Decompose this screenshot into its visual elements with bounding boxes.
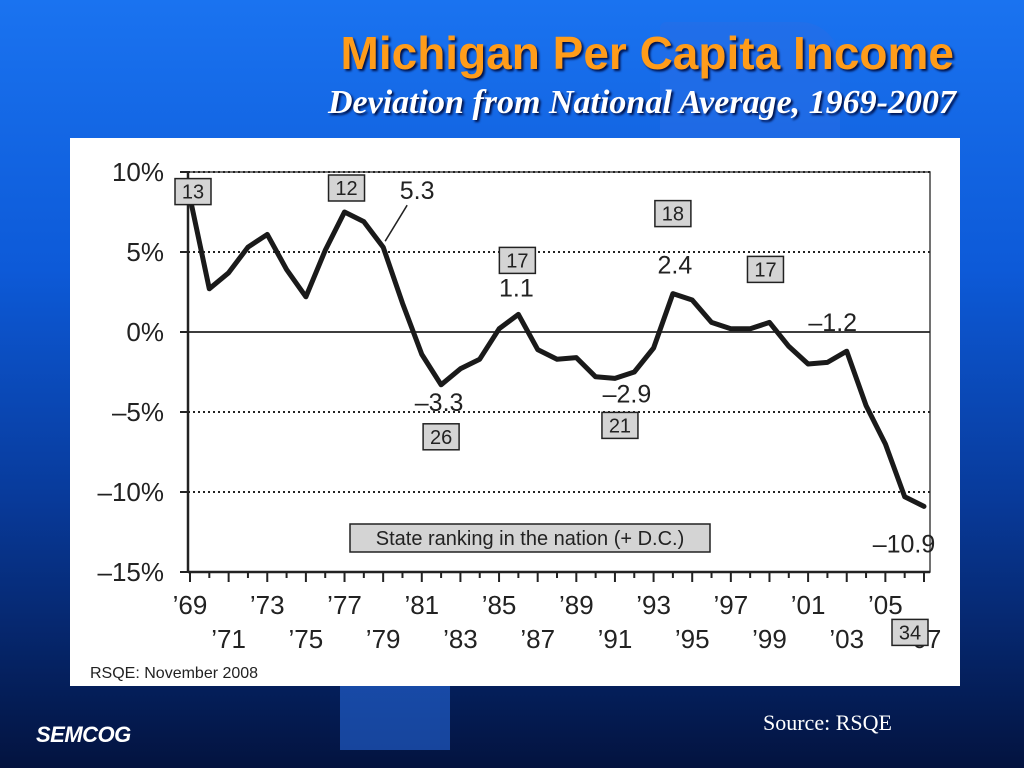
value-label: 5.3 [400, 177, 435, 205]
value-label: –3.3 [415, 389, 464, 417]
y-tick-label: –10% [98, 477, 165, 507]
legend-note-box [349, 523, 711, 553]
plot-frame [187, 171, 931, 573]
semcog-logo: SEMCOG [36, 722, 131, 747]
source-note: Source: RSQE [763, 710, 892, 735]
rank-box [891, 618, 929, 647]
x-tick-label: ’85 [482, 590, 517, 620]
chart-panel: 10% 5% 0% –5% –10% –15% ’69’71’73’75’77’79’81’… [70, 138, 960, 686]
rank-label: 17 [754, 259, 776, 281]
y-tick-label: 0% [126, 317, 164, 347]
rank-label: 18 [662, 204, 684, 226]
rank-label: 12 [335, 178, 357, 200]
value-label: 1.1 [499, 274, 534, 302]
background-state-shape-upper [660, 22, 840, 138]
x-tick-label: ’03 [829, 624, 864, 654]
x-tick-label: ’87 [520, 624, 555, 654]
x-tick-label: ’91 [598, 624, 633, 654]
callout-leader-line [384, 204, 408, 242]
y-tick-label: –15% [98, 557, 165, 587]
slide-title: Michigan Per Capita Income [340, 27, 954, 79]
x-tick-label: ’79 [366, 624, 401, 654]
rank-box [174, 177, 212, 206]
legend-note: State ranking in the nation (+ D.C.) [376, 528, 685, 550]
rank-box [746, 255, 785, 284]
y-tick-label: –5% [112, 397, 164, 427]
rank-box [601, 411, 639, 440]
background-state-shape-lower [340, 686, 450, 750]
x-tick-label: ’01 [791, 590, 826, 620]
value-label: –1.2 [808, 309, 857, 337]
rank-box [654, 199, 692, 228]
y-tick-label: 5% [126, 237, 164, 267]
chart-credit: RSQE: November 2008 [90, 665, 258, 682]
rank-box [498, 246, 537, 275]
x-tick-label: ’71 [211, 624, 246, 654]
rank-label: 17 [506, 250, 528, 272]
line-chart: 10%5%0%–5%–10%–15%’69’71’73’75’77’79’81’… [90, 157, 941, 682]
x-tick-label: ’97 [713, 590, 748, 620]
value-label: –10.9 [873, 530, 936, 558]
x-tick-label: ’73 [250, 590, 285, 620]
x-tick-label: ’69 [173, 590, 208, 620]
y-tick-label: 10% [112, 157, 164, 187]
x-tick-label: ’89 [559, 590, 594, 620]
x-tick-label: ’99 [752, 624, 787, 654]
value-label: –2.9 [603, 380, 652, 408]
x-tick-label: ’05 [868, 590, 903, 620]
x-tick-label: ’93 [636, 590, 671, 620]
x-tick-label: ’81 [404, 590, 439, 620]
value-label: 2.4 [658, 252, 693, 280]
rank-box [327, 174, 366, 202]
rank-label: 13 [182, 182, 204, 204]
rank-label: 34 [899, 622, 921, 644]
x-tick-label: ’77 [327, 590, 362, 620]
x-tick-label: ’95 [675, 624, 710, 654]
rank-label: 26 [430, 427, 452, 449]
x-tick-label: ’75 [289, 624, 324, 654]
x-tick-label: ’83 [443, 624, 478, 654]
rank-label: 21 [609, 415, 631, 437]
slide-subtitle: Deviation from National Average, 1969-20… [327, 84, 956, 121]
rank-box [422, 423, 460, 451]
data-series-line [187, 195, 927, 509]
